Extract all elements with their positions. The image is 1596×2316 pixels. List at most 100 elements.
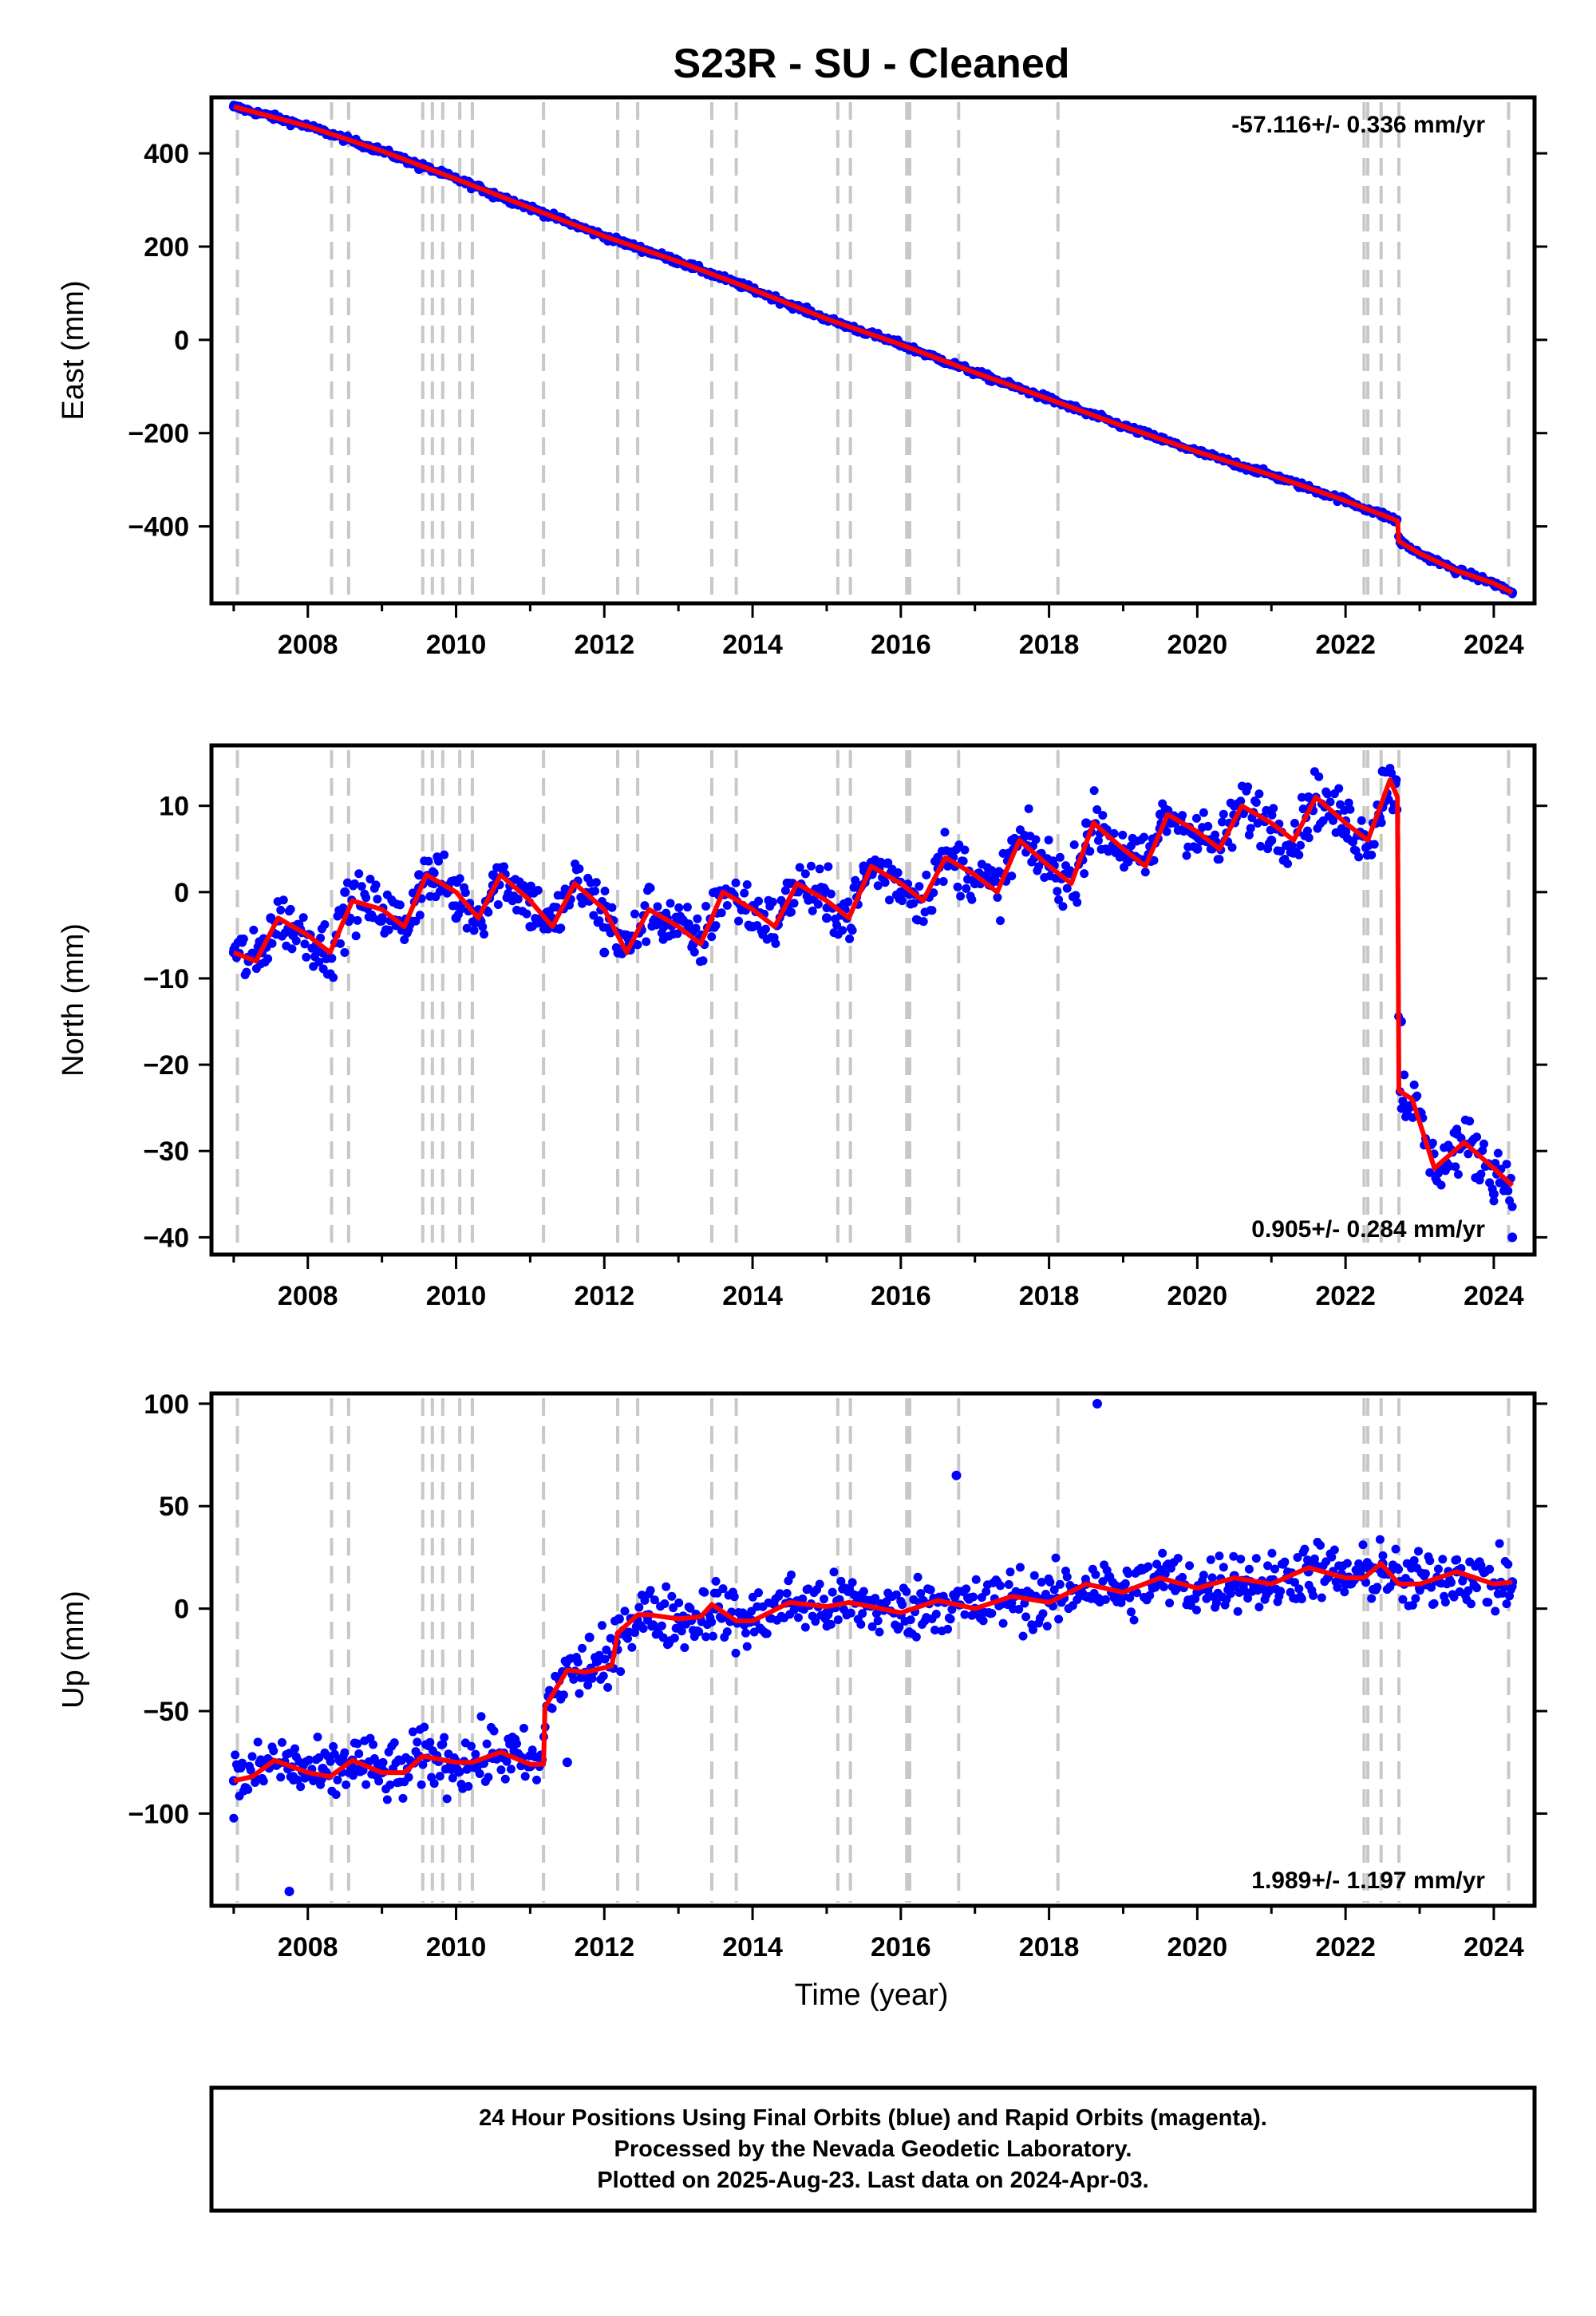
north-data-point (239, 935, 248, 944)
up-data-point (1173, 1553, 1183, 1563)
up-data-point (1240, 1587, 1250, 1596)
up-data-point (1293, 1552, 1302, 1562)
north-data-point (1243, 782, 1253, 792)
up-data-point (847, 1578, 857, 1587)
north-data-point (806, 861, 816, 871)
up-data-point (1270, 1564, 1279, 1574)
up-data-point (296, 1782, 306, 1792)
up-data-point (1029, 1571, 1039, 1580)
up-x-tick-label: 2012 (574, 1932, 634, 1962)
up-data-point (859, 1587, 868, 1596)
up-data-point (1398, 1595, 1408, 1604)
east-x-tick-label: 2014 (722, 630, 783, 660)
north-data-point (893, 868, 903, 878)
north-data-point (266, 913, 276, 923)
up-data-point (871, 1594, 880, 1603)
north-data-point (493, 900, 503, 910)
north-data-point (1007, 835, 1017, 845)
north-data-point (707, 932, 717, 942)
north-data-point (880, 878, 890, 887)
north-data-point (1069, 840, 1079, 850)
north-data-point (898, 896, 907, 906)
north-data-point (1489, 1196, 1499, 1206)
up-data-point (417, 1780, 426, 1789)
up-data-point (1045, 1578, 1055, 1587)
north-data-point (1507, 1232, 1518, 1243)
north-data-point (1428, 1138, 1437, 1148)
north-data-point (591, 887, 600, 896)
up-data-point (1091, 1570, 1100, 1579)
up-data-point (614, 1614, 624, 1624)
up-data-point (259, 1777, 268, 1786)
north-data-point (666, 899, 675, 908)
north-data-point (480, 929, 489, 939)
up-data-point (951, 1470, 962, 1480)
up-data-point (1373, 1583, 1382, 1592)
north-data-point (300, 939, 310, 949)
north-x-tick-label: 2018 (1019, 1281, 1080, 1311)
north-data-point (525, 922, 535, 932)
up-data-point (680, 1643, 689, 1653)
up-data-point (821, 1607, 832, 1618)
north-data-point (748, 922, 758, 932)
up-data-point (742, 1642, 752, 1651)
up-data-point (634, 1603, 644, 1612)
north-data-point (1349, 837, 1358, 847)
up-data-point (1327, 1552, 1337, 1562)
north-data-point (478, 922, 488, 931)
up-data-point (1420, 1569, 1430, 1579)
up-data-point (569, 1674, 579, 1684)
up-data-point (1408, 1600, 1417, 1610)
up-data-point (640, 1595, 650, 1605)
north-data-point (429, 868, 439, 878)
up-data-point (304, 1755, 314, 1765)
up-data-point (442, 1794, 452, 1804)
up-data-point (243, 1784, 253, 1794)
north-data-point (1297, 792, 1306, 802)
north-data-point (1211, 830, 1220, 840)
north-data-point (373, 895, 382, 904)
north-data-point (895, 887, 906, 897)
up-data-point (707, 1618, 717, 1627)
north-data-point (1488, 1189, 1499, 1199)
north-data-point (915, 882, 924, 891)
up-data-point (658, 1633, 668, 1642)
north-data-point (731, 878, 741, 887)
north-data-point (488, 870, 498, 880)
east-y-tick-label: 200 (144, 232, 189, 263)
up-data-point (858, 1609, 867, 1618)
up-data-point (1243, 1594, 1253, 1603)
east-x-tick-label: 2020 (1167, 630, 1228, 660)
north-data-point (1062, 883, 1072, 893)
up-data-point (913, 1572, 922, 1582)
up-data-point (1472, 1583, 1482, 1593)
north-data-point (1053, 887, 1062, 896)
north-data-point (533, 886, 543, 895)
north-data-point (1081, 818, 1092, 828)
up-data-point (1124, 1569, 1133, 1579)
up-data-point (353, 1739, 362, 1749)
up-data-point (902, 1587, 911, 1596)
north-data-point (1055, 852, 1065, 862)
up-data-point (369, 1740, 378, 1749)
north-model-line (232, 777, 1515, 1188)
north-data-point (1073, 898, 1082, 907)
east-panel: 2008 2010 2012 2014 2016 2018 2020 2022 2024 400 2… (57, 95, 1547, 660)
up-y-tick-label: −100 (128, 1799, 189, 1829)
up-data-point (1409, 1555, 1419, 1565)
north-data-point (824, 862, 833, 871)
north-data-point (1246, 824, 1255, 833)
up-data-point (731, 1648, 741, 1658)
up-data-point (467, 1741, 476, 1751)
east-y-tick-label: −200 (128, 419, 189, 449)
up-data-point (408, 1727, 417, 1737)
up-data-point (906, 1615, 915, 1625)
up-data-point (1185, 1561, 1195, 1571)
up-data-point (820, 1595, 829, 1604)
north-data-point (691, 923, 701, 933)
up-data-point (775, 1589, 784, 1599)
up-data-point (1215, 1551, 1224, 1561)
north-data-point (1199, 808, 1208, 817)
up-data-point (1062, 1572, 1072, 1582)
up-data-point (1129, 1615, 1139, 1625)
